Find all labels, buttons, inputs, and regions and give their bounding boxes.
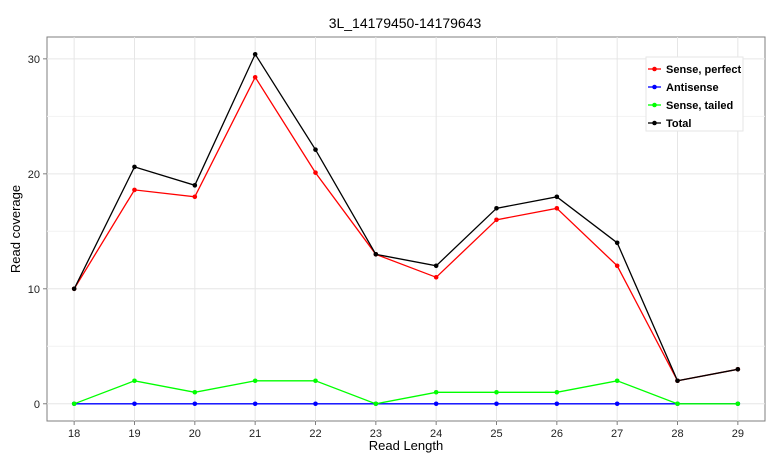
data-point-sense-perfect	[192, 194, 198, 200]
data-point-total	[735, 366, 741, 372]
y-tick-label: 30	[28, 54, 40, 66]
data-point-sense-tailed	[433, 389, 439, 395]
series-line-total	[73, 52, 738, 382]
data-point-sense-tailed	[192, 389, 198, 395]
legend-item-sense-perfect: Sense, perfect	[648, 64, 742, 76]
data-point-antisense	[132, 401, 137, 407]
legend-label: Sense, perfect	[666, 64, 742, 76]
data-point-sense-tailed	[252, 378, 258, 384]
legend-item-antisense: Antisense	[648, 82, 719, 94]
legend-box	[645, 56, 744, 132]
legend-key-point	[652, 102, 657, 108]
x-tick-label: 21	[249, 428, 261, 440]
y-tick-label: 0	[34, 399, 40, 411]
legend-key-point	[652, 84, 657, 90]
data-point-total	[252, 51, 258, 57]
data-point-antisense	[614, 401, 620, 407]
chart-title: 3L_14179450-14179643	[329, 15, 482, 31]
data-point-total	[132, 164, 137, 170]
data-point-sense-perfect	[614, 263, 620, 269]
legend-key-point	[652, 120, 657, 126]
x-tick-label: 18	[68, 428, 80, 440]
legend: Sense, perfect Antisense Sense, tailed Tota…	[645, 56, 744, 132]
y-tick-label: 10	[28, 284, 40, 296]
data-point-sense-tailed	[313, 378, 318, 384]
data-point-sense-tailed	[554, 389, 560, 395]
series-sense-tailed	[71, 378, 741, 407]
data-point-sense-perfect	[433, 274, 439, 280]
data-point-sense-perfect	[132, 187, 137, 193]
x-tick-label: 29	[732, 428, 744, 440]
data-point-sense-tailed	[735, 401, 741, 407]
data-point-total	[313, 147, 318, 152]
data-point-total	[373, 251, 379, 257]
x-tick-label: 23	[370, 428, 382, 440]
data-point-total	[554, 194, 560, 200]
x-tick-label: 25	[490, 428, 502, 440]
data-point-sense-perfect	[494, 217, 499, 223]
x-tick-label: 19	[128, 428, 140, 440]
data-point-sense-tailed	[494, 389, 499, 395]
x-tick-label: 20	[189, 428, 201, 440]
data-point-antisense	[192, 401, 198, 407]
data-point-sense-perfect	[554, 206, 560, 211]
data-point-total	[192, 183, 198, 188]
data-point-antisense	[313, 401, 318, 407]
legend-item-sense-tailed: Sense, tailed	[648, 100, 733, 112]
y-axis-title: Read coverage	[8, 185, 23, 273]
legend-item-total: Total	[648, 118, 691, 130]
data-point-total	[614, 240, 620, 246]
series-total	[71, 51, 741, 384]
data-point-sense-tailed	[373, 401, 379, 407]
axis-ticks: 0 10 20 30 18 19 20 21 22 23 24 25 26 27 28 29	[28, 54, 744, 440]
data-point-sense-perfect	[313, 170, 318, 175]
x-tick-label: 28	[671, 428, 683, 440]
legend-label: Antisense	[666, 82, 719, 94]
data-point-antisense	[252, 401, 258, 407]
series-line-sense-perfect	[73, 75, 738, 382]
legend-label: Sense, tailed	[666, 100, 733, 112]
data-point-antisense	[494, 401, 499, 407]
legend-key-point	[652, 66, 657, 72]
data-point-total	[675, 378, 680, 384]
y-tick-label: 20	[28, 169, 40, 181]
data-point-sense-tailed	[132, 378, 137, 384]
plot-panel	[46, 36, 766, 422]
x-tick-label: 24	[430, 428, 442, 440]
x-tick-label: 26	[551, 428, 563, 440]
data-point-total	[71, 286, 77, 292]
series-layer	[71, 51, 741, 407]
data-point-sense-perfect	[252, 74, 258, 80]
data-point-sense-tailed	[675, 401, 680, 407]
grid-lines	[47, 37, 765, 421]
data-point-total	[494, 206, 499, 211]
data-point-total	[433, 263, 439, 269]
data-point-antisense	[554, 401, 560, 407]
data-point-sense-tailed	[71, 401, 77, 407]
series-line-sense-tailed	[73, 380, 738, 405]
x-tick-label: 27	[611, 428, 623, 440]
data-point-antisense	[433, 401, 439, 407]
data-point-sense-tailed	[614, 378, 620, 384]
x-axis-title: Read Length	[369, 438, 443, 453]
legend-label: Total	[666, 118, 691, 130]
x-tick-label: 22	[309, 428, 321, 440]
